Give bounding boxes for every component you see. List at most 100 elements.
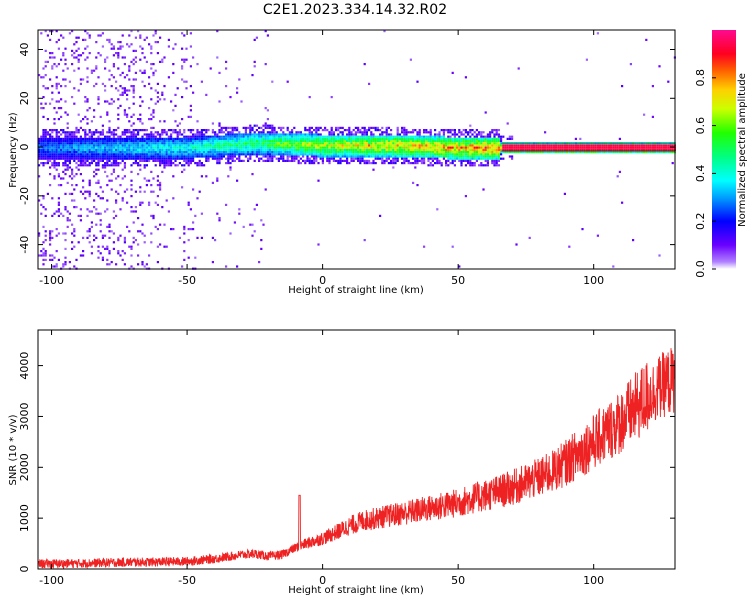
heatmap-cell [352,142,355,145]
heatmap-cell [159,164,162,167]
heatmap-cell [42,85,45,88]
heatmap-cell [324,155,327,158]
heatmap-cell [205,144,208,147]
heatmap-cell [324,146,327,149]
heatmap-cell [49,140,52,143]
heatmap-cell [319,142,322,145]
heatmap-cell [181,47,184,50]
heatmap-cell [368,135,371,138]
heatmap-cell [480,164,483,167]
heatmap-cell [343,159,346,162]
heatmap-cell [541,146,544,149]
heatmap-cell [449,137,452,140]
heatmap-cell [90,135,93,138]
heatmap-cell [293,148,296,151]
heatmap-cell [266,159,269,162]
heatmap-cell [244,153,247,156]
heatmap-cell [143,241,146,244]
heatmap-cell [302,144,305,147]
heatmap-cell [211,157,214,160]
heatmap-cell [40,146,43,149]
heatmap-cell [130,60,133,63]
heatmap-cell [511,144,514,147]
heatmap-cell [44,250,47,253]
heatmap-cell [115,148,118,151]
heatmap-cell [57,144,60,147]
heatmap-cell [293,153,296,156]
heatmap-cell [271,135,274,138]
heatmap-cell [658,146,661,149]
heatmap-cell [170,133,173,136]
heatmap-cell [286,126,289,129]
heatmap-cell [423,144,426,147]
heatmap-cell [143,133,146,136]
heatmap-cell [64,173,67,176]
heatmap-cell [211,137,214,140]
heatmap-cell [286,140,289,143]
heatmap-cell [161,153,164,156]
heatmap-cell [451,148,454,151]
heatmap-cell [57,173,60,176]
heatmap-cell [196,164,199,167]
heatmap-cell [57,146,60,149]
heatmap-cell [117,52,120,55]
heatmap-cell [486,153,489,156]
heatmap-cell [381,159,384,162]
heatmap-cell [189,228,192,231]
heatmap-cell [524,151,527,154]
heatmap-cell [161,131,164,134]
heatmap-cell [269,140,272,143]
heatmap-cell [104,58,107,61]
heatmap-cell [262,124,265,127]
heatmap-cell [238,151,241,154]
heatmap-cell [84,129,87,132]
heatmap-cell [383,30,386,33]
heatmap-cell [178,151,181,154]
heatmap-cell [150,63,153,66]
heatmap-cell [260,157,263,160]
heatmap-cell [236,265,239,268]
heatmap-cell [449,140,452,143]
heatmap-cell [403,148,406,151]
heatmap-cell [255,148,258,151]
heatmap-cell [40,102,43,105]
heatmap-cell [132,58,135,61]
heatmap-cell [108,250,111,253]
heatmap-cell [130,245,133,248]
heatmap-cell [607,146,610,149]
heatmap-cell [57,164,60,167]
heatmap-cell [71,184,74,187]
heatmap-cell [299,140,302,143]
heatmap-cell [291,155,294,158]
heatmap-cell [438,133,441,136]
heatmap-cell [357,131,360,134]
heatmap-cell [387,135,390,138]
heatmap-cell [104,142,107,145]
heatmap-cell [438,142,441,145]
heatmap-cell [372,140,375,143]
heatmap-cell [359,159,362,162]
heatmap-cell [167,142,170,145]
heatmap-cell [90,159,93,162]
heatmap-cell [317,155,320,158]
heatmap-cell [517,148,520,151]
heatmap-cell [79,153,82,156]
heatmap-cell [141,144,144,147]
heatmap-cell [174,157,177,160]
heatmap-cell [337,146,340,149]
heatmap-cell [282,146,285,149]
heatmap-cell [233,129,236,132]
heatmap-cell [585,58,588,61]
colorbar-tick-label: 0.4 [694,165,707,183]
heatmap-cell [115,140,118,143]
heatmap-cell [130,148,133,151]
heatmap-cell [115,201,118,204]
heatmap-cell [68,144,71,147]
heatmap-cell [130,155,133,158]
heatmap-cell [242,148,245,151]
heatmap-cell [387,151,390,154]
x-tick-label: 50 [451,574,465,587]
heatmap-cell [249,223,252,226]
heatmap-cell [139,164,142,167]
heatmap-cell [112,157,115,160]
